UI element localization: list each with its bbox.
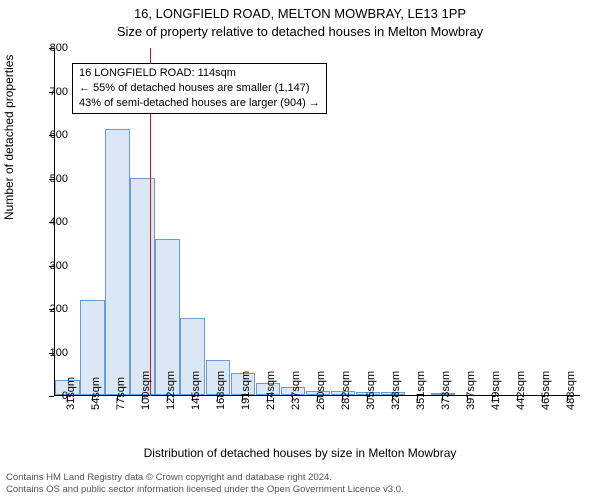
footer-line1: Contains HM Land Registry data © Crown c… <box>6 472 404 484</box>
y-tick-mark <box>49 135 54 136</box>
annotation-line2: ← 55% of detached houses are smaller (1,… <box>79 81 320 96</box>
y-tick-mark <box>49 266 54 267</box>
y-tick-label: 500 <box>28 173 68 185</box>
y-tick-mark <box>49 353 54 354</box>
y-tick-label: 800 <box>28 42 68 54</box>
footer-line2: Contains OS and public sector informatio… <box>6 484 404 496</box>
chart-title-line1: 16, LONGFIELD ROAD, MELTON MOWBRAY, LE13… <box>0 6 600 21</box>
histogram-bar <box>130 178 155 395</box>
annotation-box: 16 LONGFIELD ROAD: 114sqm ← 55% of detac… <box>72 63 327 114</box>
y-axis-label: Number of detached properties <box>2 55 16 220</box>
y-tick-mark <box>49 222 54 223</box>
y-tick-label: 0 <box>28 390 68 402</box>
y-tick-label: 200 <box>28 303 68 315</box>
annotation-line1: 16 LONGFIELD ROAD: 114sqm <box>79 66 320 81</box>
y-tick-mark <box>49 309 54 310</box>
y-tick-mark <box>49 92 54 93</box>
y-tick-mark <box>49 179 54 180</box>
chart-title-line2: Size of property relative to detached ho… <box>0 24 600 39</box>
chart-container: 16, LONGFIELD ROAD, MELTON MOWBRAY, LE13… <box>0 0 600 500</box>
y-tick-label: 400 <box>28 216 68 228</box>
y-tick-mark <box>49 396 54 397</box>
x-axis-label: Distribution of detached houses by size … <box>0 446 600 460</box>
y-tick-mark <box>49 48 54 49</box>
annotation-line3: 43% of semi-detached houses are larger (… <box>79 96 320 111</box>
y-tick-label: 600 <box>28 129 68 141</box>
histogram-bar <box>105 129 130 395</box>
footer-attribution: Contains HM Land Registry data © Crown c… <box>6 472 404 496</box>
y-tick-label: 700 <box>28 86 68 98</box>
y-tick-label: 300 <box>28 260 68 272</box>
y-tick-label: 100 <box>28 347 68 359</box>
